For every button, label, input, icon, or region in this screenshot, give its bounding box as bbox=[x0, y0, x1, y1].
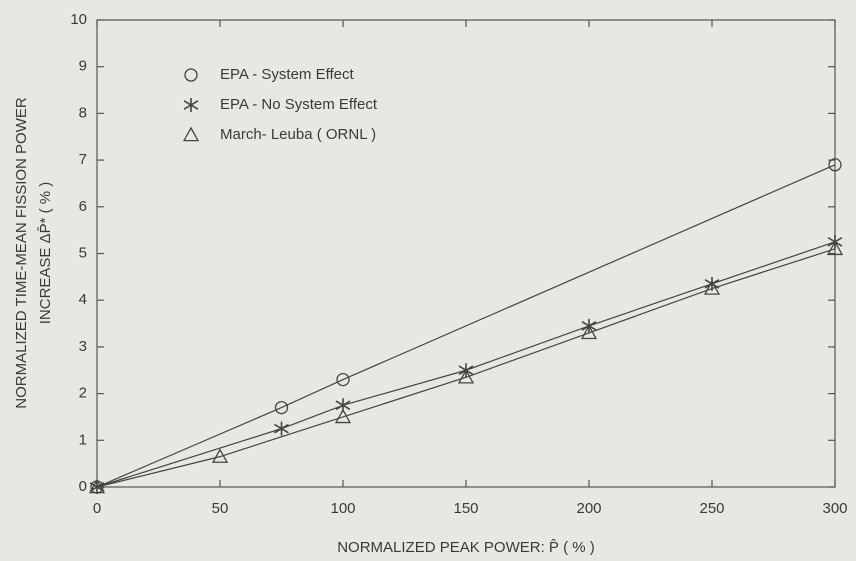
data-point bbox=[336, 372, 350, 387]
data-point bbox=[88, 478, 106, 494]
data-point bbox=[211, 448, 229, 463]
data-point bbox=[580, 324, 598, 340]
y-tick-label: 3 bbox=[79, 338, 87, 355]
data-point bbox=[334, 408, 352, 424]
series-line bbox=[96, 164, 836, 488]
x-axis-label: NORMALIZED PEAK POWER: P̂ ( % ) bbox=[337, 538, 595, 555]
y-tick-label: 10 bbox=[70, 11, 87, 28]
legend-marker bbox=[182, 126, 200, 142]
x-tick-label: 300 bbox=[822, 500, 847, 517]
data-point bbox=[828, 158, 842, 172]
x-tick-label: 250 bbox=[699, 500, 724, 517]
y-tick-label: 0 bbox=[79, 478, 87, 495]
data-point bbox=[274, 421, 289, 436]
y-axis-label: INCREASE ΔP̄* ( % ) bbox=[37, 182, 54, 325]
legend-marker bbox=[183, 98, 199, 112]
y-tick-label: 5 bbox=[79, 244, 87, 261]
legend-label: EPA - System Effect bbox=[220, 66, 354, 83]
legend-label: EPA - No System Effect bbox=[220, 96, 378, 113]
y-tick-label: 6 bbox=[79, 198, 87, 215]
x-tick-label: 0 bbox=[93, 500, 101, 517]
data-point bbox=[826, 240, 844, 256]
y-tick-label: 1 bbox=[79, 431, 87, 448]
plot-frame bbox=[96, 19, 836, 488]
y-tick-label: 9 bbox=[79, 58, 87, 75]
y-tick-label: 7 bbox=[79, 151, 87, 168]
legend-marker bbox=[184, 68, 198, 82]
data-point bbox=[274, 400, 289, 415]
y-tick-label: 2 bbox=[79, 385, 87, 402]
x-tick-label: 150 bbox=[453, 500, 478, 517]
x-tick-label: 100 bbox=[330, 500, 355, 517]
legend-label: March- Leuba ( ORNL ) bbox=[220, 126, 376, 143]
data-point bbox=[703, 280, 721, 295]
series-line bbox=[96, 248, 836, 488]
data-point bbox=[457, 368, 475, 384]
x-tick-label: 200 bbox=[576, 500, 601, 517]
y-tick-label: 8 bbox=[79, 104, 87, 121]
y-axis-label: NORMALIZED TIME-MEAN FISSION POWER bbox=[13, 97, 30, 409]
x-tick-label: 50 bbox=[212, 500, 229, 517]
y-tick-label: 4 bbox=[79, 291, 87, 308]
